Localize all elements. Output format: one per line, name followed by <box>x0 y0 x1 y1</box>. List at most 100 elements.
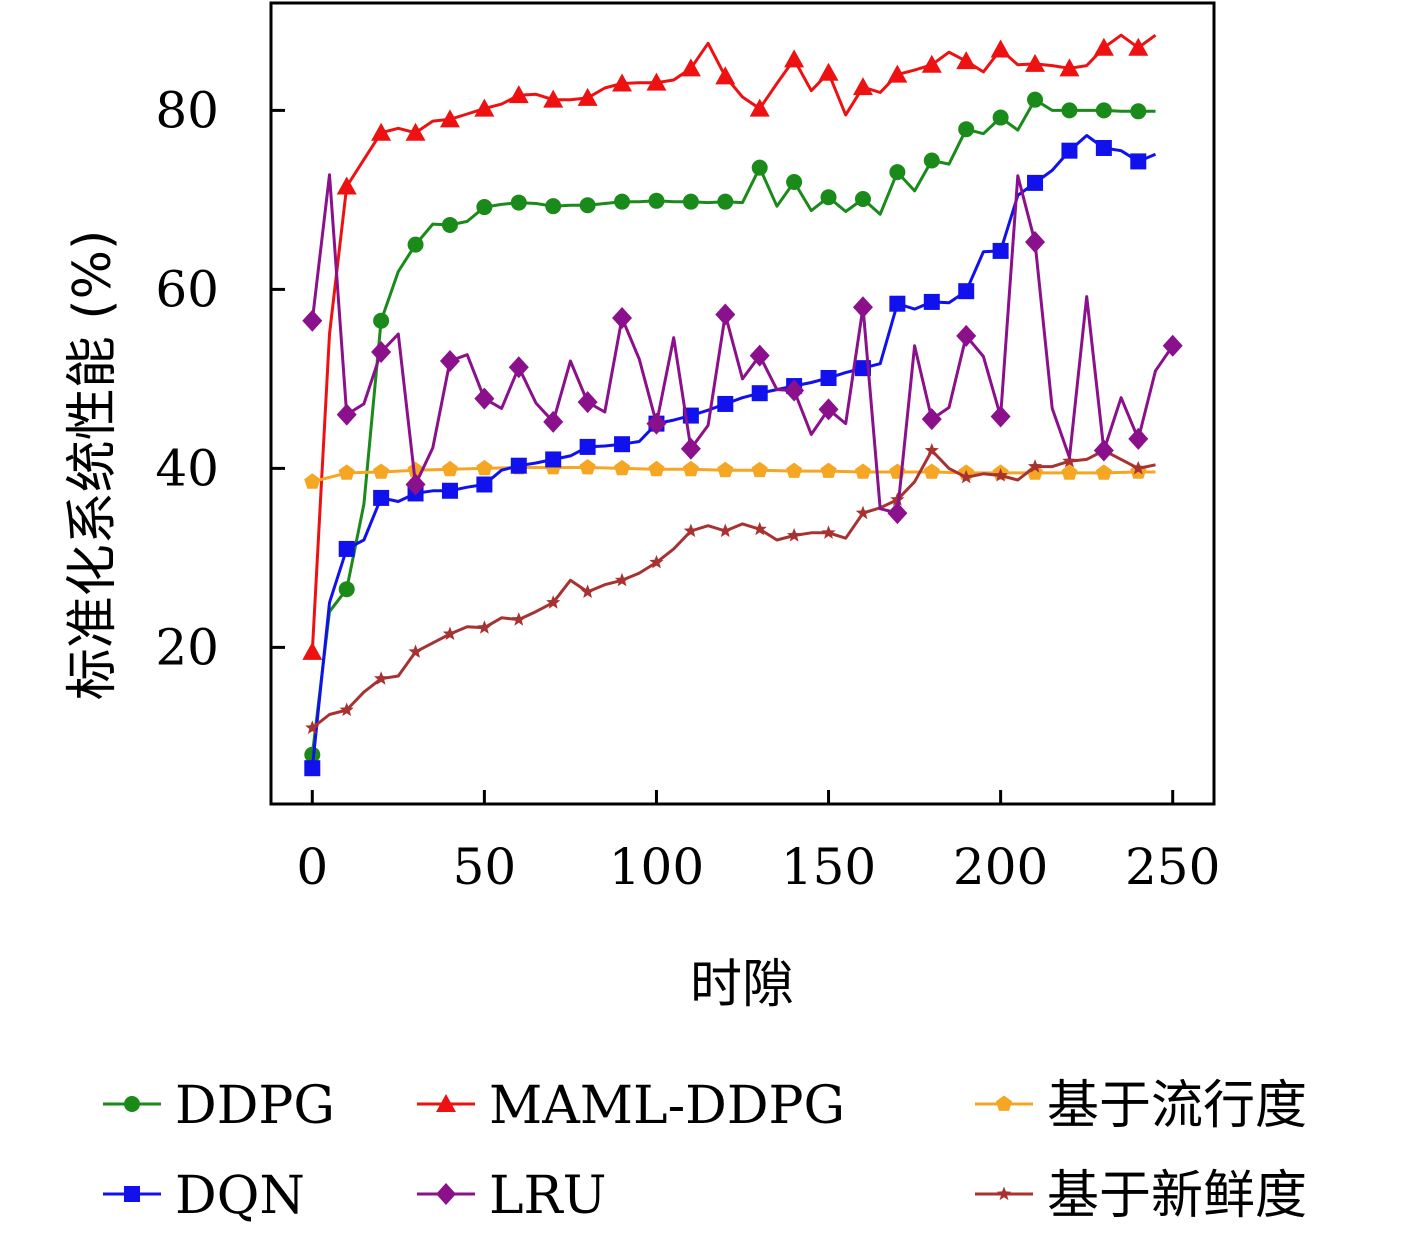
data-point <box>717 395 734 412</box>
x-tick-label: 50 <box>453 838 517 896</box>
data-point <box>787 528 802 542</box>
data-point <box>717 193 734 210</box>
data-point <box>649 554 664 569</box>
data-point <box>1095 464 1112 480</box>
series-line <box>310 134 1157 769</box>
data-point <box>820 189 837 206</box>
data-point <box>718 523 733 538</box>
legend-item: DQN <box>103 1166 305 1226</box>
data-point <box>442 626 458 640</box>
legend-label: DDPG <box>175 1076 335 1136</box>
data-point <box>680 437 701 460</box>
data-point <box>751 385 768 402</box>
data-point <box>476 459 493 476</box>
data-point <box>1095 139 1112 156</box>
data-point <box>749 98 770 117</box>
data-point <box>579 438 596 455</box>
data-point <box>682 460 699 477</box>
data-point <box>407 236 424 253</box>
data-point <box>889 295 906 312</box>
data-point <box>1025 230 1046 253</box>
data-point <box>855 505 871 520</box>
y-axis-title: 标准化系统性能 (%) <box>63 230 123 701</box>
data-point <box>958 283 975 300</box>
data-point <box>371 341 392 364</box>
data-point <box>820 462 837 478</box>
legend: DDPG MAML-DDPG 基于流行度 DQN LRU 基于新鲜度 <box>103 1076 1307 1226</box>
data-point <box>441 482 458 499</box>
data-point <box>1062 453 1077 468</box>
legend-swatch-marker <box>124 1096 140 1112</box>
data-point <box>921 408 942 431</box>
data-point <box>854 190 871 207</box>
data-point <box>477 620 492 634</box>
data-point <box>992 109 1009 126</box>
data-point <box>543 410 564 433</box>
data-point <box>921 54 942 73</box>
legend-label: LRU <box>489 1166 607 1226</box>
data-point <box>751 159 768 176</box>
data-point <box>510 457 527 474</box>
data-point <box>579 197 596 214</box>
data-point <box>924 443 939 457</box>
data-point <box>1128 37 1149 56</box>
series-5 <box>305 443 1156 734</box>
series-line <box>310 98 1156 755</box>
data-point <box>476 476 493 493</box>
legend-label: DQN <box>175 1166 305 1226</box>
data-point <box>1061 102 1078 119</box>
data-point <box>339 702 354 717</box>
data-point <box>612 73 633 92</box>
data-point <box>1093 37 1114 56</box>
data-point <box>751 461 768 478</box>
data-point <box>923 152 940 169</box>
data-point <box>336 403 357 426</box>
data-point <box>715 303 736 326</box>
data-point <box>1130 153 1147 170</box>
data-point <box>648 460 665 477</box>
data-point <box>680 58 701 77</box>
data-point <box>717 461 734 478</box>
data-point <box>648 192 665 209</box>
data-point <box>887 502 908 525</box>
data-point <box>956 51 977 70</box>
data-point <box>336 176 357 195</box>
data-point <box>338 581 355 598</box>
data-point <box>614 436 631 453</box>
data-point <box>646 412 667 435</box>
x-tick-label: 100 <box>609 838 704 896</box>
data-point <box>439 109 460 128</box>
data-point <box>818 398 839 421</box>
data-point <box>408 644 423 658</box>
data-point <box>338 540 355 557</box>
data-point <box>682 193 699 210</box>
data-point <box>1027 91 1044 108</box>
data-point <box>854 463 871 479</box>
data-point <box>852 296 873 319</box>
data-point <box>508 356 529 379</box>
data-point <box>786 173 803 190</box>
data-point <box>405 122 426 141</box>
data-point <box>302 309 323 332</box>
data-point <box>476 199 493 216</box>
legend-label: MAML-DDPG <box>489 1076 845 1136</box>
data-point <box>1093 439 1114 462</box>
legend-item: MAML-DDPG <box>417 1076 845 1136</box>
legend-label: 基于流行度 <box>1047 1076 1307 1136</box>
data-point <box>1095 102 1112 119</box>
series-0 <box>304 91 1156 763</box>
legend-swatch-marker <box>436 1094 456 1112</box>
data-point <box>1059 58 1080 77</box>
data-point <box>990 405 1011 428</box>
x-tick-label: 0 <box>296 838 328 896</box>
legend-label: 基于新鲜度 <box>1047 1166 1307 1226</box>
y-tick-label: 20 <box>155 618 219 676</box>
data-point <box>1128 427 1149 450</box>
axis-ticks: 0 50 100 150 200 250 20 40 60 80 <box>155 81 1220 896</box>
data-point <box>546 595 561 609</box>
data-point <box>580 584 595 598</box>
series-3 <box>304 134 1157 777</box>
plot-frame <box>269 1 1216 806</box>
data-point <box>784 379 805 402</box>
